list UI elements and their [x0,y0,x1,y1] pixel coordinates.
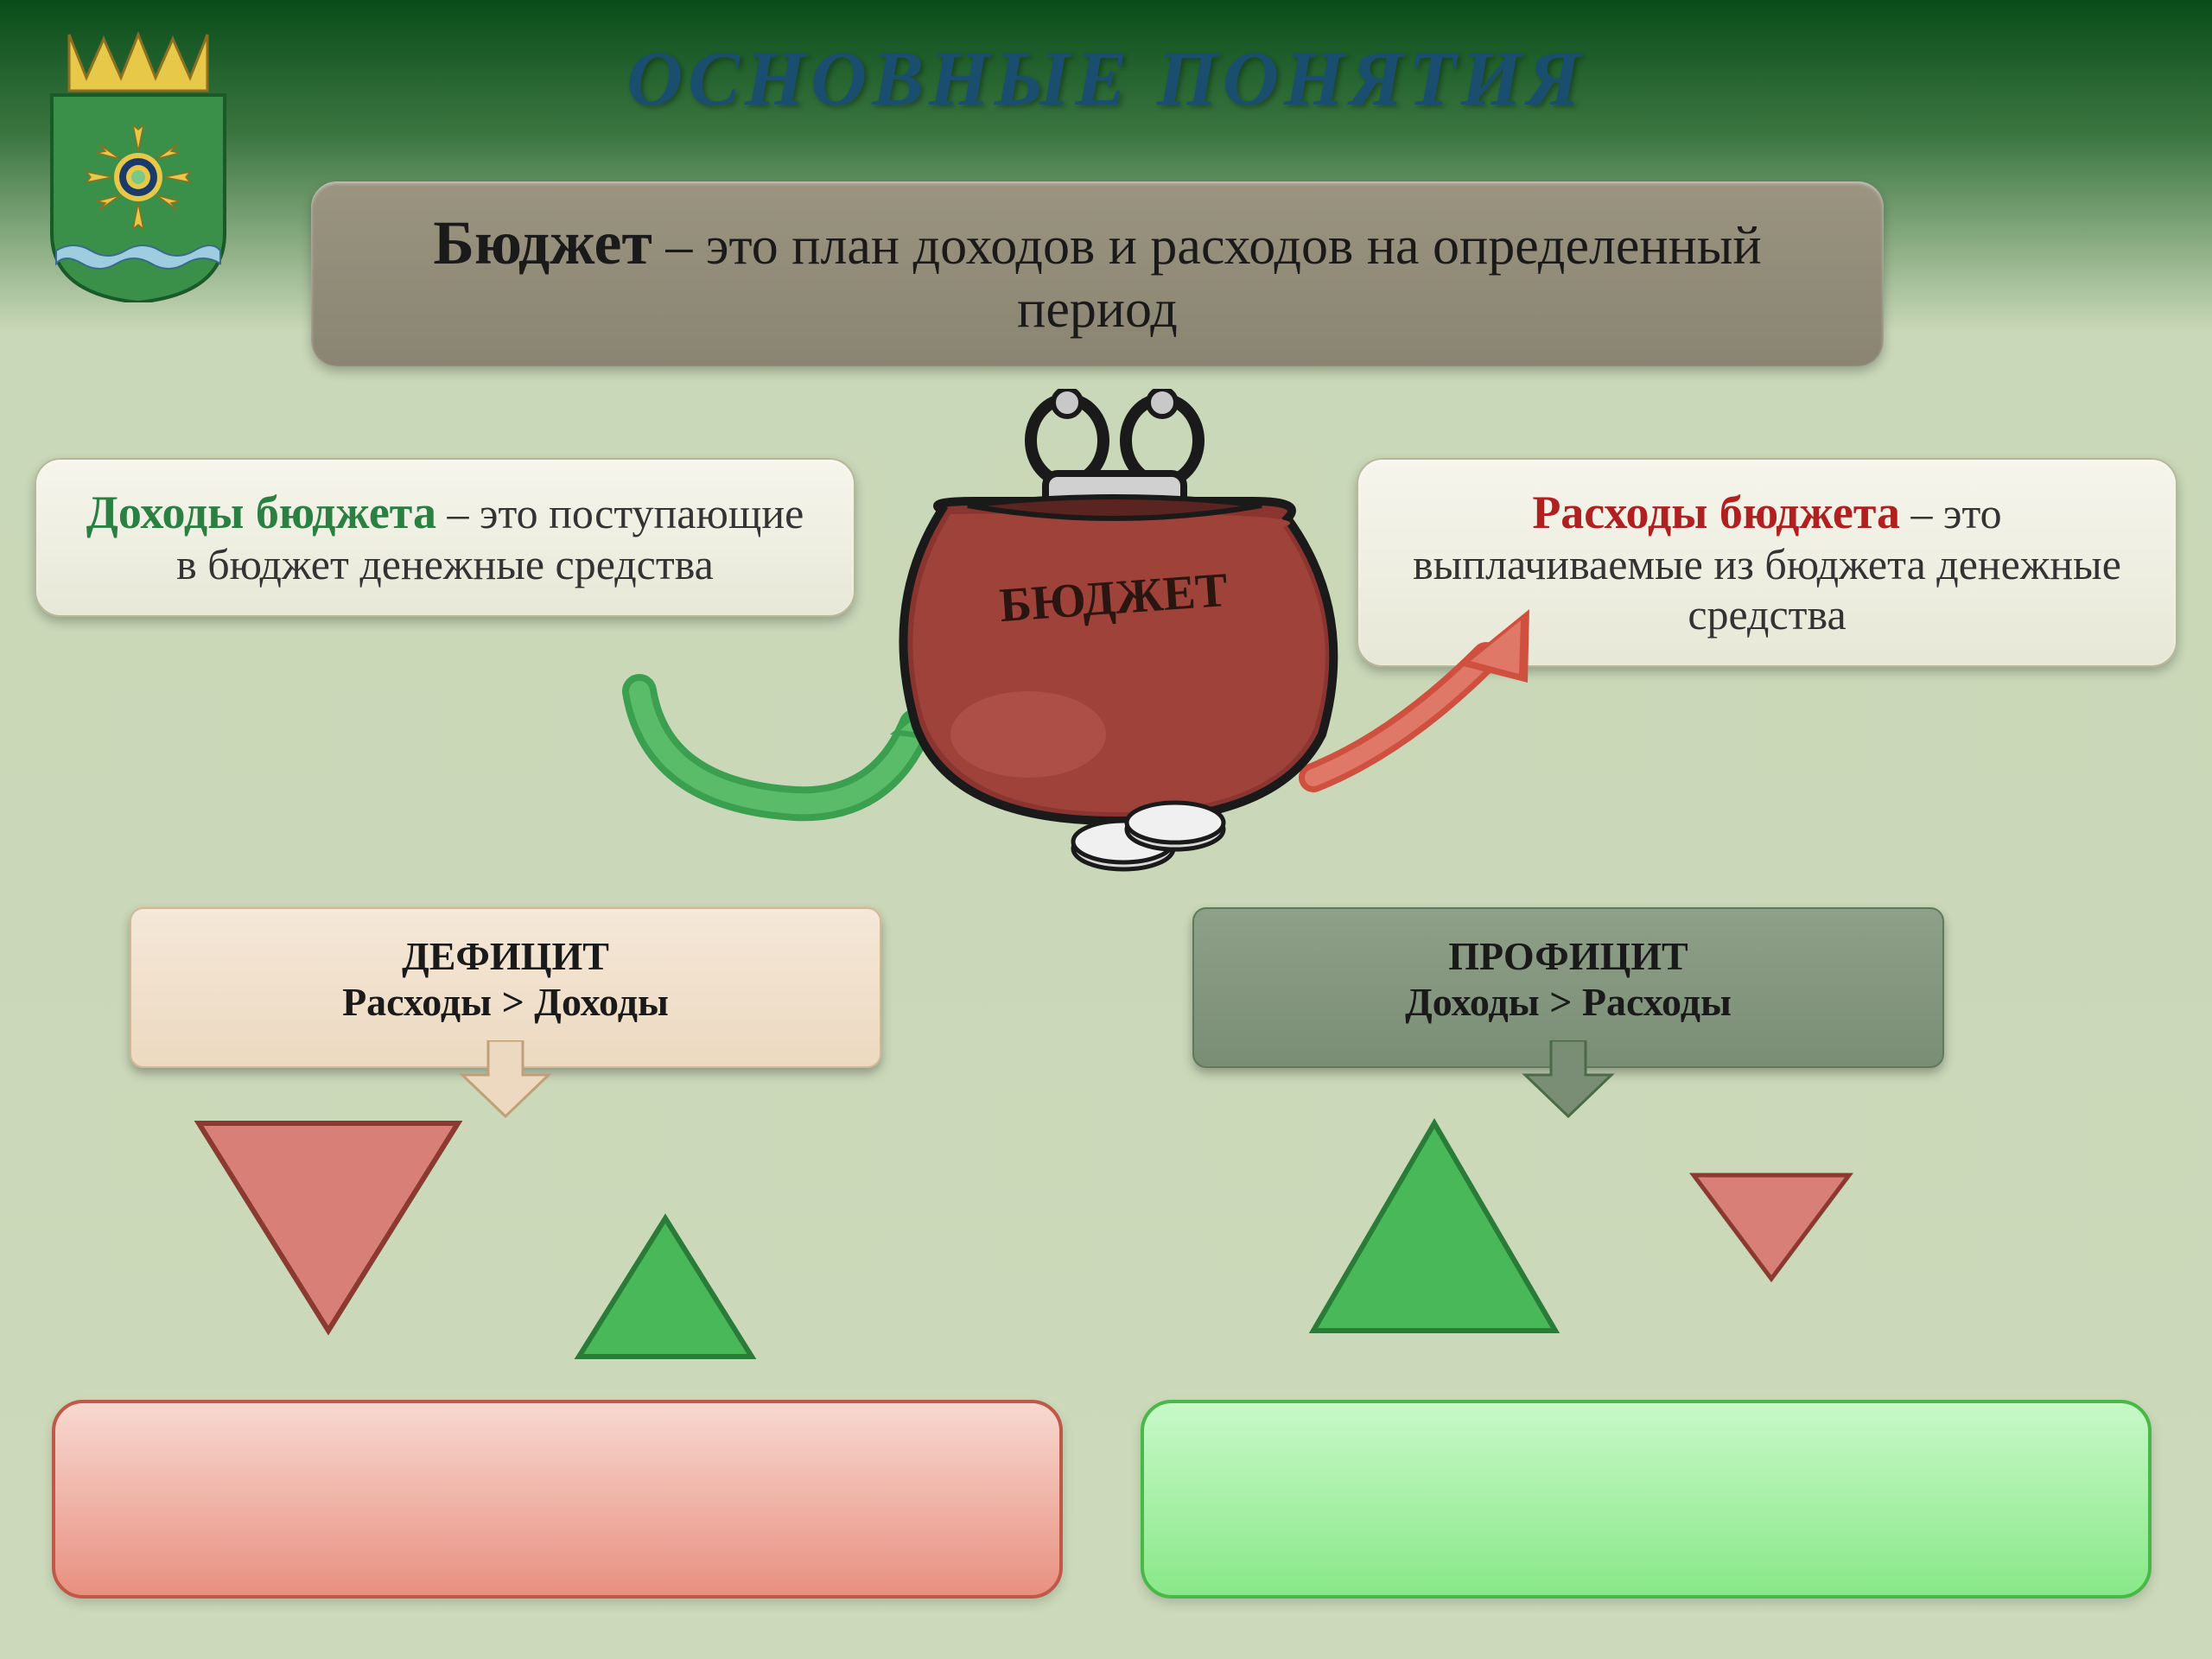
expense-bold: Расходы бюджета [1532,486,1900,538]
wallet-icon: БЮДЖЕТ [873,389,1357,838]
proficit-callout: ПРОФИЦИТ Доходы > Расходы [1192,907,1944,1068]
deficit-formula: Расходы > Доходы [149,979,862,1025]
small-red-triangle-down-icon [1685,1166,1858,1287]
budget-bold: Бюджет [433,208,652,277]
footer-green-box [1141,1400,2152,1599]
footer-red-box [52,1400,1063,1599]
big-red-triangle-down-icon [190,1115,467,1339]
income-bold: Доходы бюджета [86,486,436,538]
coins-icon [1063,795,1236,881]
budget-rest: – это план доходов и расходов на определ… [652,217,1762,339]
deficit-title: ДЕФИЦИТ [149,933,862,979]
budget-definition-box: Бюджет – это план доходов и расходов на … [311,181,1884,366]
proficit-formula: Доходы > Расходы [1211,979,1925,1025]
big-green-triangle-up-icon [1305,1115,1564,1339]
coat-of-arms-emblem [26,26,251,302]
small-green-triangle-up-icon [570,1210,760,1365]
income-definition-box: Доходы бюджета – это поступающие в бюдже… [35,458,855,617]
title-text: ОСНОВНЫЕ ПОНЯТИЯ [626,36,1586,122]
deficit-callout-arrow-icon [454,1040,557,1118]
proficit-title: ПРОФИЦИТ [1211,933,1925,979]
proficit-callout-arrow-icon [1516,1040,1620,1118]
page-title: ОСНОВНЫЕ ПОНЯТИЯ [0,0,2212,124]
deficit-callout: ДЕФИЦИТ Расходы > Доходы [130,907,881,1068]
